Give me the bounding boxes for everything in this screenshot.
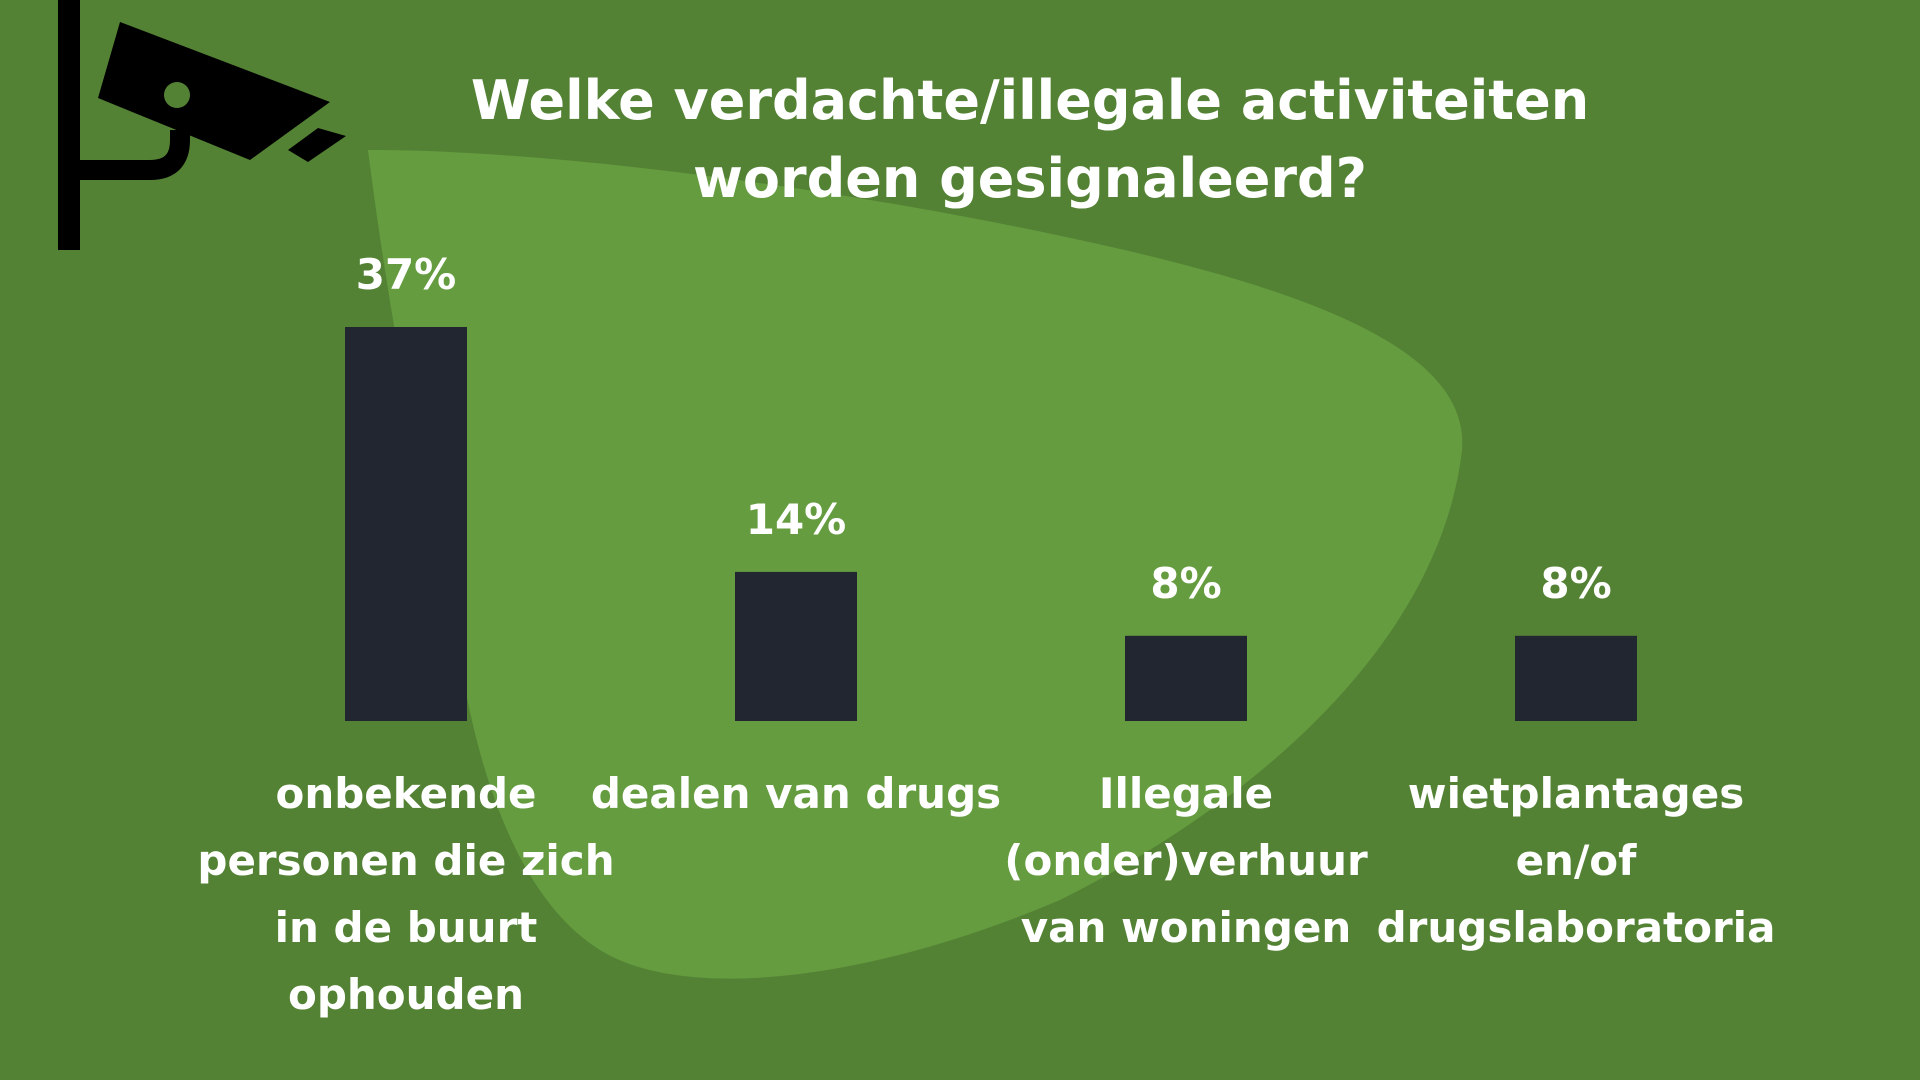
category-label-line: wietplantages — [1407, 769, 1745, 818]
data-label-4: 8% — [1540, 559, 1611, 608]
background-blob — [368, 150, 1463, 979]
category-label-3: Illegale (onder)verhuur van woningen — [976, 760, 1396, 961]
chart-title-line1: Welke verdachte/illegale activiteiten — [470, 69, 1590, 132]
bar-1 — [345, 327, 467, 721]
data-label-2: 14% — [746, 495, 847, 544]
chart-title: Welke verdachte/illegale activiteiten wo… — [380, 62, 1680, 218]
bar-2 — [735, 571, 857, 721]
chart-title-line2: worden gesignaleerd? — [693, 147, 1367, 210]
data-label-1: 37% — [356, 250, 457, 299]
category-label-line: in de buurt — [274, 903, 538, 952]
data-label-3: 8% — [1150, 559, 1221, 608]
category-label-line: ophouden — [287, 970, 525, 1019]
category-label-line: en/of — [1515, 836, 1637, 885]
category-label-1: onbekende personen die zich in de buurt oph… — [196, 760, 616, 1028]
category-label-line: (onder)verhuur — [1004, 836, 1368, 885]
bar-3 — [1125, 635, 1247, 721]
category-label-line: personen die zich — [197, 836, 615, 885]
category-label-4: wietplantages en/of drugslaboratoria — [1366, 760, 1786, 961]
category-label-line: dealen van drugs — [590, 769, 1002, 818]
security-camera-icon — [58, 0, 346, 250]
category-label-line: onbekende — [275, 769, 537, 818]
category-label-line: van woningen — [1020, 903, 1352, 952]
category-label-line: drugslaboratoria — [1376, 903, 1776, 952]
category-label-2: dealen van drugs — [586, 760, 1006, 827]
category-label-line: Illegale — [1098, 769, 1274, 818]
bar-4 — [1515, 635, 1637, 721]
